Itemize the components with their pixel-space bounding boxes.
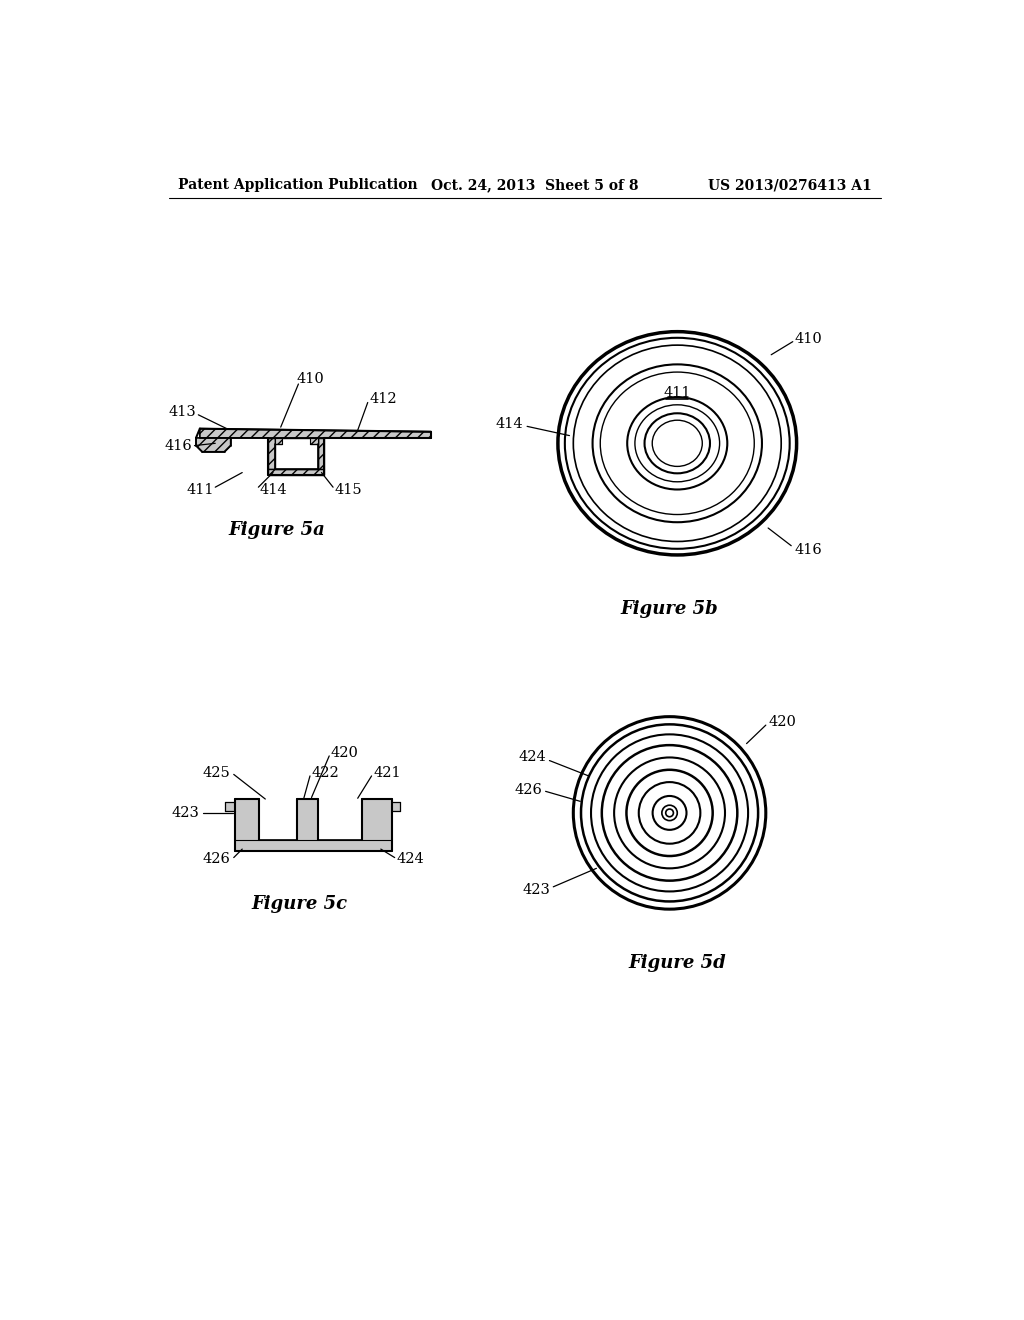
Text: Figure 5b: Figure 5b [621, 599, 719, 618]
Text: 410: 410 [795, 333, 822, 346]
Text: Figure 5c: Figure 5c [252, 895, 348, 912]
Circle shape [666, 809, 674, 817]
Text: 424: 424 [396, 853, 424, 866]
Bar [318, 799, 361, 840]
Text: 423: 423 [522, 883, 550, 896]
Polygon shape [297, 799, 318, 840]
Polygon shape [361, 799, 392, 840]
Text: 426: 426 [203, 853, 230, 866]
Text: 410: 410 [296, 372, 324, 387]
Text: 420: 420 [331, 746, 358, 760]
Polygon shape [200, 429, 431, 438]
Text: Figure 5a: Figure 5a [228, 521, 326, 540]
Text: 416: 416 [795, 543, 822, 557]
Text: 413: 413 [168, 405, 196, 420]
Bar [259, 799, 297, 840]
Polygon shape [234, 799, 259, 840]
Text: US 2013/0276413 A1: US 2013/0276413 A1 [708, 178, 871, 193]
Text: 414: 414 [496, 417, 523, 432]
Text: 421: 421 [373, 766, 400, 780]
Polygon shape [274, 438, 283, 444]
Text: 415: 415 [335, 483, 362, 496]
Text: 412: 412 [370, 392, 397, 407]
Text: Figure 5d: Figure 5d [629, 954, 726, 972]
Text: 424: 424 [518, 751, 547, 764]
Polygon shape [310, 438, 317, 444]
Polygon shape [196, 438, 230, 451]
Polygon shape [392, 803, 400, 812]
Polygon shape [234, 840, 392, 850]
Polygon shape [317, 438, 324, 469]
Text: 426: 426 [515, 783, 543, 797]
Polygon shape [225, 803, 234, 812]
Polygon shape [274, 438, 317, 469]
Text: 414: 414 [260, 483, 288, 496]
Text: 411: 411 [186, 483, 214, 496]
Polygon shape [268, 438, 274, 469]
Text: 420: 420 [768, 715, 796, 729]
Text: 423: 423 [172, 807, 200, 820]
Text: Patent Application Publication: Patent Application Publication [178, 178, 418, 193]
Polygon shape [268, 469, 324, 475]
Text: Oct. 24, 2013  Sheet 5 of 8: Oct. 24, 2013 Sheet 5 of 8 [431, 178, 638, 193]
Text: 425: 425 [203, 766, 230, 780]
Text: 422: 422 [311, 766, 339, 780]
Text: 411: 411 [664, 387, 691, 400]
Text: 416: 416 [165, 438, 193, 453]
